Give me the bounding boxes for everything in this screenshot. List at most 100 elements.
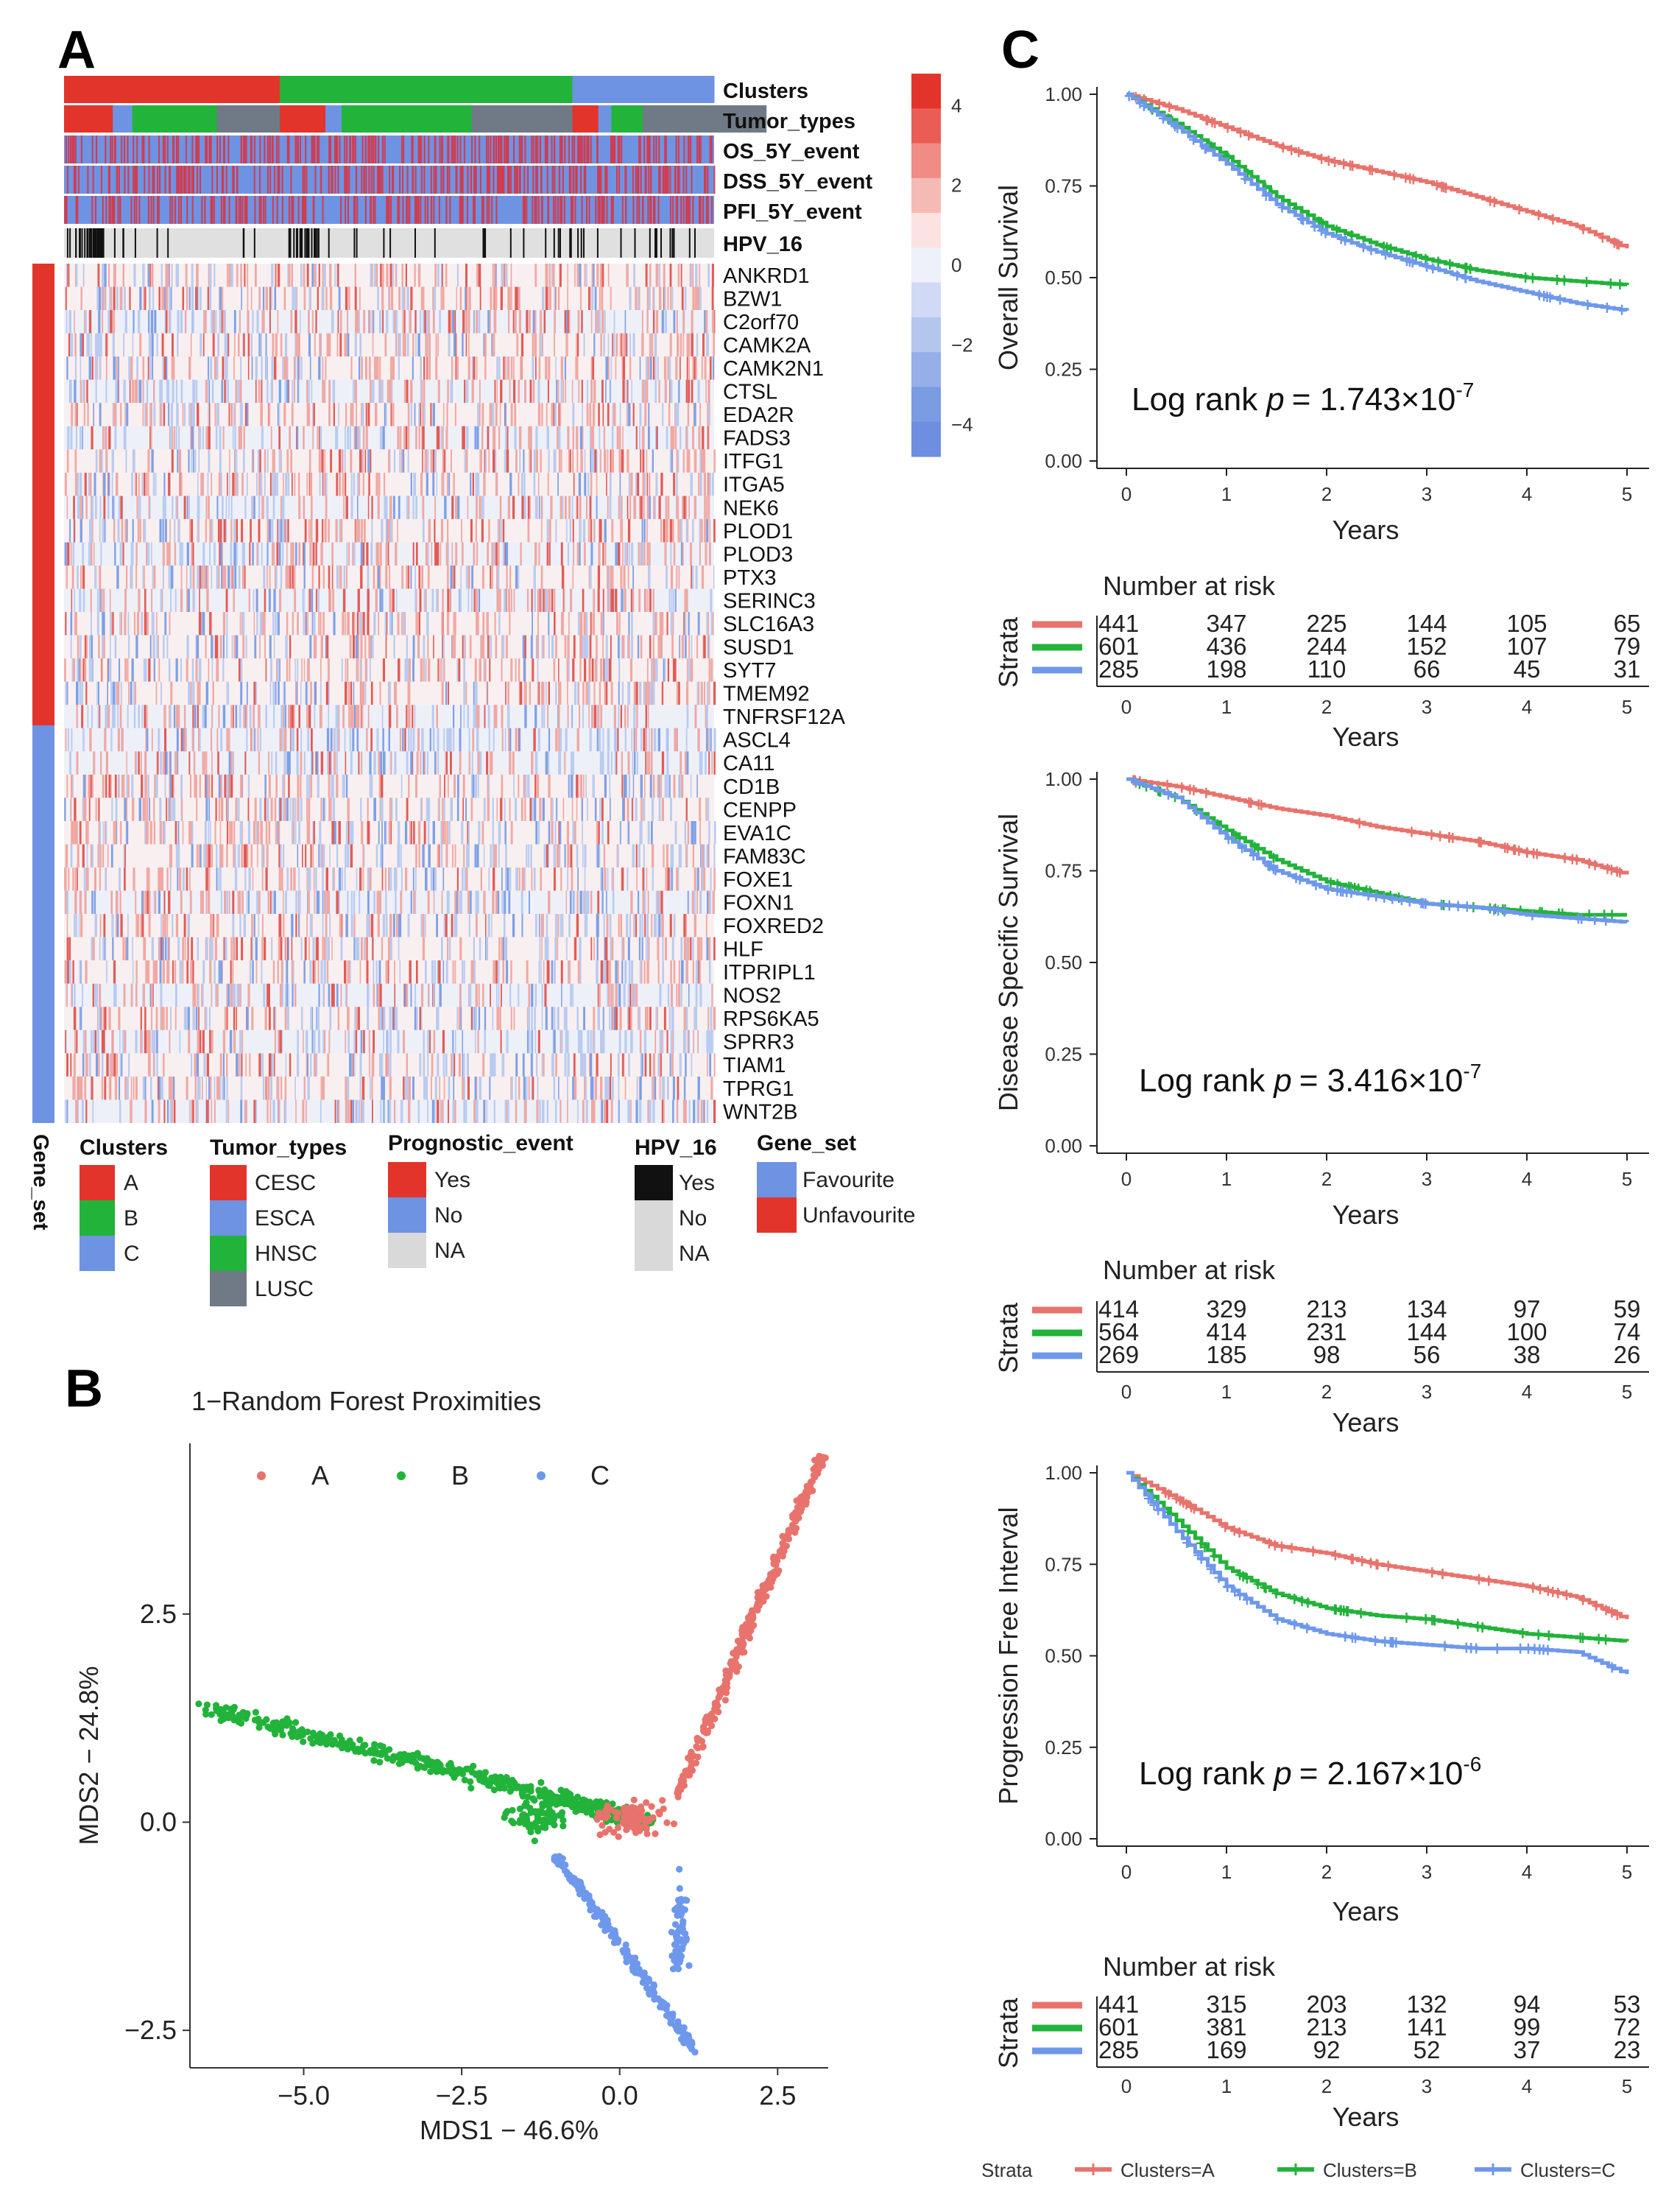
heatmap-cell [297, 658, 299, 682]
heatmap-cell [283, 751, 287, 775]
heatmap-cell [440, 286, 442, 310]
heatmap-cell [102, 518, 105, 543]
heatmap-cell [133, 449, 135, 473]
heatmap-cell [219, 867, 222, 891]
heatmap-cell [551, 264, 554, 287]
hpv-positive-line [654, 228, 657, 258]
event-track-line [705, 166, 707, 194]
heatmap-cell [174, 542, 177, 566]
heatmap-cell [169, 310, 172, 334]
event-track-line [102, 196, 104, 224]
heatmap-cell [535, 821, 538, 845]
heatmap-cell [261, 867, 264, 891]
heatmap-cell [432, 821, 435, 845]
heatmap-cell [567, 681, 568, 705]
heatmap-cell [647, 588, 649, 613]
heatmap-cell [199, 286, 202, 310]
heatmap-cell [481, 403, 484, 426]
heatmap-cell [567, 635, 570, 659]
heatmap-cell [697, 728, 700, 752]
heatmap-cell [244, 403, 247, 426]
heatmap-cell [548, 821, 551, 845]
heatmap-cell [409, 658, 412, 682]
heatmap-cell [597, 566, 601, 589]
heatmap-cell [258, 542, 259, 566]
heatmap-cell [471, 774, 473, 798]
heatmap-cell [406, 658, 409, 682]
heatmap-cell [570, 588, 573, 613]
event-track-line [107, 166, 110, 194]
heatmap-cell [577, 867, 579, 891]
heatmap-cell [66, 496, 68, 519]
heatmap-cell [494, 310, 497, 334]
heatmap-cell [89, 728, 92, 752]
event-track-line [618, 135, 621, 163]
heatmap-cell [645, 379, 648, 404]
event-track-line [474, 135, 476, 163]
heatmap-cell [426, 751, 428, 775]
heatmap-cell [498, 821, 500, 845]
heatmap-cell [143, 658, 145, 682]
heatmap-cell [669, 333, 672, 357]
heatmap-cell [610, 379, 611, 404]
heatmap-cell [375, 588, 377, 613]
heatmap-cell [71, 333, 74, 357]
heatmap-cell [350, 751, 353, 775]
heatmap-cell [362, 449, 364, 473]
heatmap-cell [97, 681, 99, 705]
heatmap-cell [114, 426, 117, 450]
heatmap-cell [173, 798, 176, 821]
heatmap-cell [158, 286, 160, 310]
heatmap-cell [385, 496, 388, 519]
heatmap-cell [681, 774, 684, 798]
event-track-line [186, 196, 188, 224]
heatmap-cell [703, 472, 707, 496]
heatmap-cell [79, 681, 81, 705]
heatmap-cell [105, 774, 107, 798]
event-track-line [354, 196, 356, 224]
heatmap-cell [88, 658, 91, 682]
heatmap-cell [607, 588, 610, 613]
heatmap-cell [311, 728, 313, 752]
heatmap-cell [198, 449, 200, 473]
heatmap-cell [287, 472, 290, 496]
heatmap-cell [191, 426, 194, 450]
heatmap-cell [676, 310, 678, 334]
heatmap-cell [379, 310, 381, 334]
event-track-line [228, 196, 230, 224]
heatmap-cell [713, 867, 716, 891]
heatmap-cell [541, 705, 543, 728]
heatmap-cell [282, 356, 284, 380]
heatmap-cell [209, 286, 212, 310]
heatmap-cell [144, 705, 147, 728]
event-track-line [447, 135, 449, 163]
event-track-line [541, 196, 543, 224]
heatmap-cell [548, 542, 551, 566]
heatmap-cell [551, 403, 554, 426]
heatmap-cell [263, 496, 264, 519]
heatmap-cell [297, 333, 299, 357]
hpv-positive-line [299, 228, 301, 258]
heatmap-cell [336, 566, 339, 589]
event-track-line [667, 166, 669, 194]
heatmap-cell [582, 588, 585, 613]
heatmap-cell [93, 542, 95, 566]
heatmap-cell [447, 518, 449, 543]
heatmap-cell [327, 658, 330, 682]
hpv-positive-line [523, 228, 525, 258]
heatmap-cell [533, 566, 536, 589]
heatmap-cell [263, 310, 265, 334]
event-track-line [638, 135, 640, 163]
heatmap-cell [615, 751, 618, 775]
heatmap-cell [343, 566, 346, 589]
heatmap-cell [208, 658, 210, 682]
heatmap-cell [527, 518, 530, 543]
event-track-line [433, 196, 435, 224]
heatmap-cell [256, 542, 258, 566]
heatmap-cell [619, 472, 621, 496]
heatmap-cell [82, 658, 85, 682]
heatmap-cell [191, 728, 194, 752]
heatmap-cell [493, 728, 495, 752]
tumor-type-track-segment [611, 105, 643, 133]
heatmap-cell [121, 774, 124, 798]
